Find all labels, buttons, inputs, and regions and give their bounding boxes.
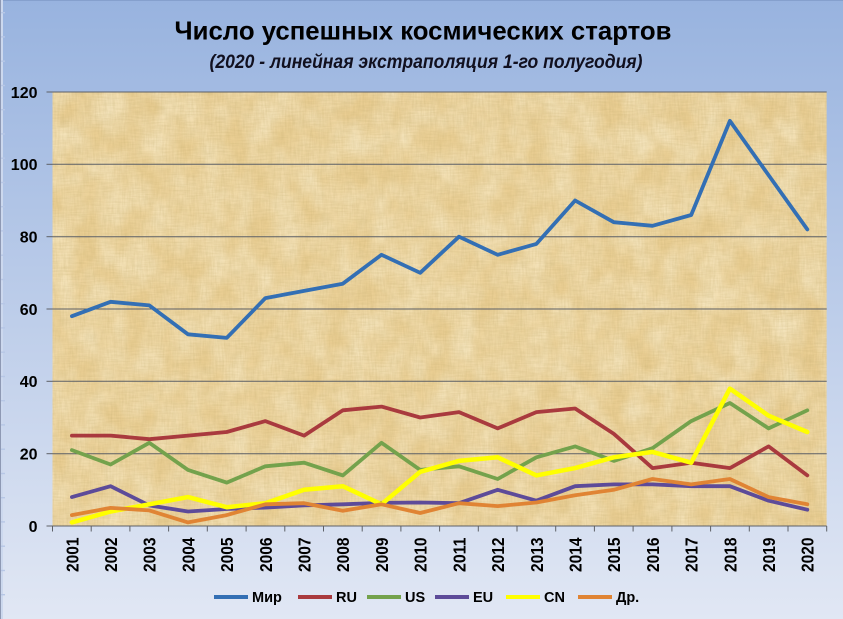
svg-text:2018: 2018 bbox=[720, 537, 740, 572]
svg-text:2016: 2016 bbox=[643, 537, 663, 572]
svg-text:40: 40 bbox=[20, 374, 38, 391]
svg-text:2009: 2009 bbox=[372, 537, 392, 572]
svg-text:2003: 2003 bbox=[140, 537, 160, 572]
svg-text:2006: 2006 bbox=[256, 537, 276, 572]
svg-text:2008: 2008 bbox=[333, 537, 353, 572]
svg-text:2004: 2004 bbox=[178, 537, 198, 572]
svg-text:120: 120 bbox=[11, 85, 38, 102]
svg-text:2020: 2020 bbox=[798, 537, 818, 572]
svg-text:US: US bbox=[405, 590, 425, 606]
svg-text:60: 60 bbox=[20, 302, 38, 319]
svg-text:Мир: Мир bbox=[252, 590, 282, 606]
svg-text:(2020 - линейная экстраполяция: (2020 - линейная экстраполяция 1-го полу… bbox=[210, 51, 643, 73]
svg-text:Др.: Др. bbox=[616, 590, 639, 606]
svg-text:2012: 2012 bbox=[488, 537, 508, 572]
svg-text:20: 20 bbox=[20, 447, 38, 464]
svg-text:2013: 2013 bbox=[527, 537, 547, 572]
svg-text:100: 100 bbox=[11, 157, 38, 174]
svg-text:2007: 2007 bbox=[295, 538, 315, 573]
svg-text:Число успешных космических ста: Число успешных космических стартов bbox=[175, 16, 672, 46]
svg-text:2001: 2001 bbox=[62, 537, 82, 572]
svg-text:2011: 2011 bbox=[449, 537, 469, 572]
svg-text:0: 0 bbox=[29, 519, 38, 536]
svg-text:CN: CN bbox=[544, 590, 565, 606]
svg-text:RU: RU bbox=[336, 590, 357, 606]
svg-text:2002: 2002 bbox=[101, 537, 121, 572]
svg-text:80: 80 bbox=[20, 230, 38, 247]
svg-text:2005: 2005 bbox=[217, 537, 237, 572]
svg-text:EU: EU bbox=[473, 590, 493, 606]
svg-text:2019: 2019 bbox=[759, 537, 779, 572]
svg-text:2015: 2015 bbox=[604, 537, 624, 572]
svg-text:2010: 2010 bbox=[411, 537, 431, 572]
svg-text:2014: 2014 bbox=[566, 537, 586, 572]
svg-text:2017: 2017 bbox=[682, 538, 702, 573]
